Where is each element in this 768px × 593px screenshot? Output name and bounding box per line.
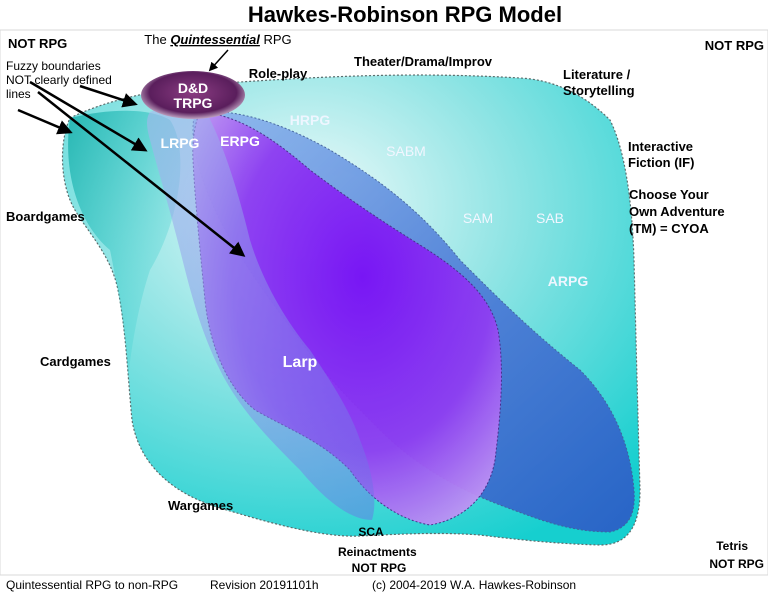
quintessential-arrow xyxy=(208,49,229,72)
cardgames-label: Cardgames xyxy=(40,354,111,369)
boardgames-label: Boardgames xyxy=(6,209,85,224)
footer-left: Quintessential RPG to non-RPG xyxy=(6,578,178,592)
sab-label: SAB xyxy=(536,210,564,226)
role-play-label: Role-play xyxy=(249,66,308,81)
erpg-label: ERPG xyxy=(220,133,260,149)
not-rpg-top-right: NOT RPG xyxy=(705,38,764,53)
lrpg-label: LRPG xyxy=(161,135,200,151)
arpg-label: ARPG xyxy=(548,273,589,289)
theater-label: Theater/Drama/Improv xyxy=(354,54,493,69)
outer-left-shade xyxy=(68,110,181,380)
dnd-label: D&D xyxy=(178,80,208,96)
footer-copyright: (c) 2004-2019 W.A. Hawkes-Robinson xyxy=(372,578,576,592)
dnd-trpg-oval xyxy=(141,71,245,119)
lrpg-region-shape xyxy=(147,105,375,521)
larp-label: Larp xyxy=(283,354,318,371)
hrpg-label: HRPG xyxy=(290,112,331,128)
trpg-label: TRPG xyxy=(174,95,213,111)
cyoa-label: Choose Your Own Adventure (TM) = CYOA xyxy=(629,187,728,236)
sam-label: SAM xyxy=(463,210,493,226)
fuzzy-arrow-2 xyxy=(17,108,73,135)
fuzzy-arrow-4 xyxy=(37,91,246,257)
fuzzy-arrow-3 xyxy=(29,80,148,152)
fuzzy-note: Fuzzy boundaries NOT clearly defined lin… xyxy=(6,59,115,101)
page-title: Hawkes-Robinson RPG Model xyxy=(248,2,562,27)
literature-label: Literature / Storytelling xyxy=(563,67,635,98)
not-rpg-bottom-right: NOT RPG xyxy=(709,557,764,571)
quintessential-label: The Quintessential RPG xyxy=(144,32,291,47)
sabm-label: SABM xyxy=(386,143,426,159)
tetris-label: Tetris xyxy=(716,539,748,553)
not-rpg-top-left: NOT RPG xyxy=(8,36,67,51)
footer-revision: Revision 20191101h xyxy=(210,578,319,592)
wargames-label: Wargames xyxy=(168,498,233,513)
reinactments-label: Reinactments NOT RPG xyxy=(338,545,420,575)
fuzzy-arrow-1 xyxy=(79,84,138,108)
interactive-fiction-label: Interactive Fiction (IF) xyxy=(628,139,697,170)
sca-label: SCA xyxy=(358,525,384,539)
